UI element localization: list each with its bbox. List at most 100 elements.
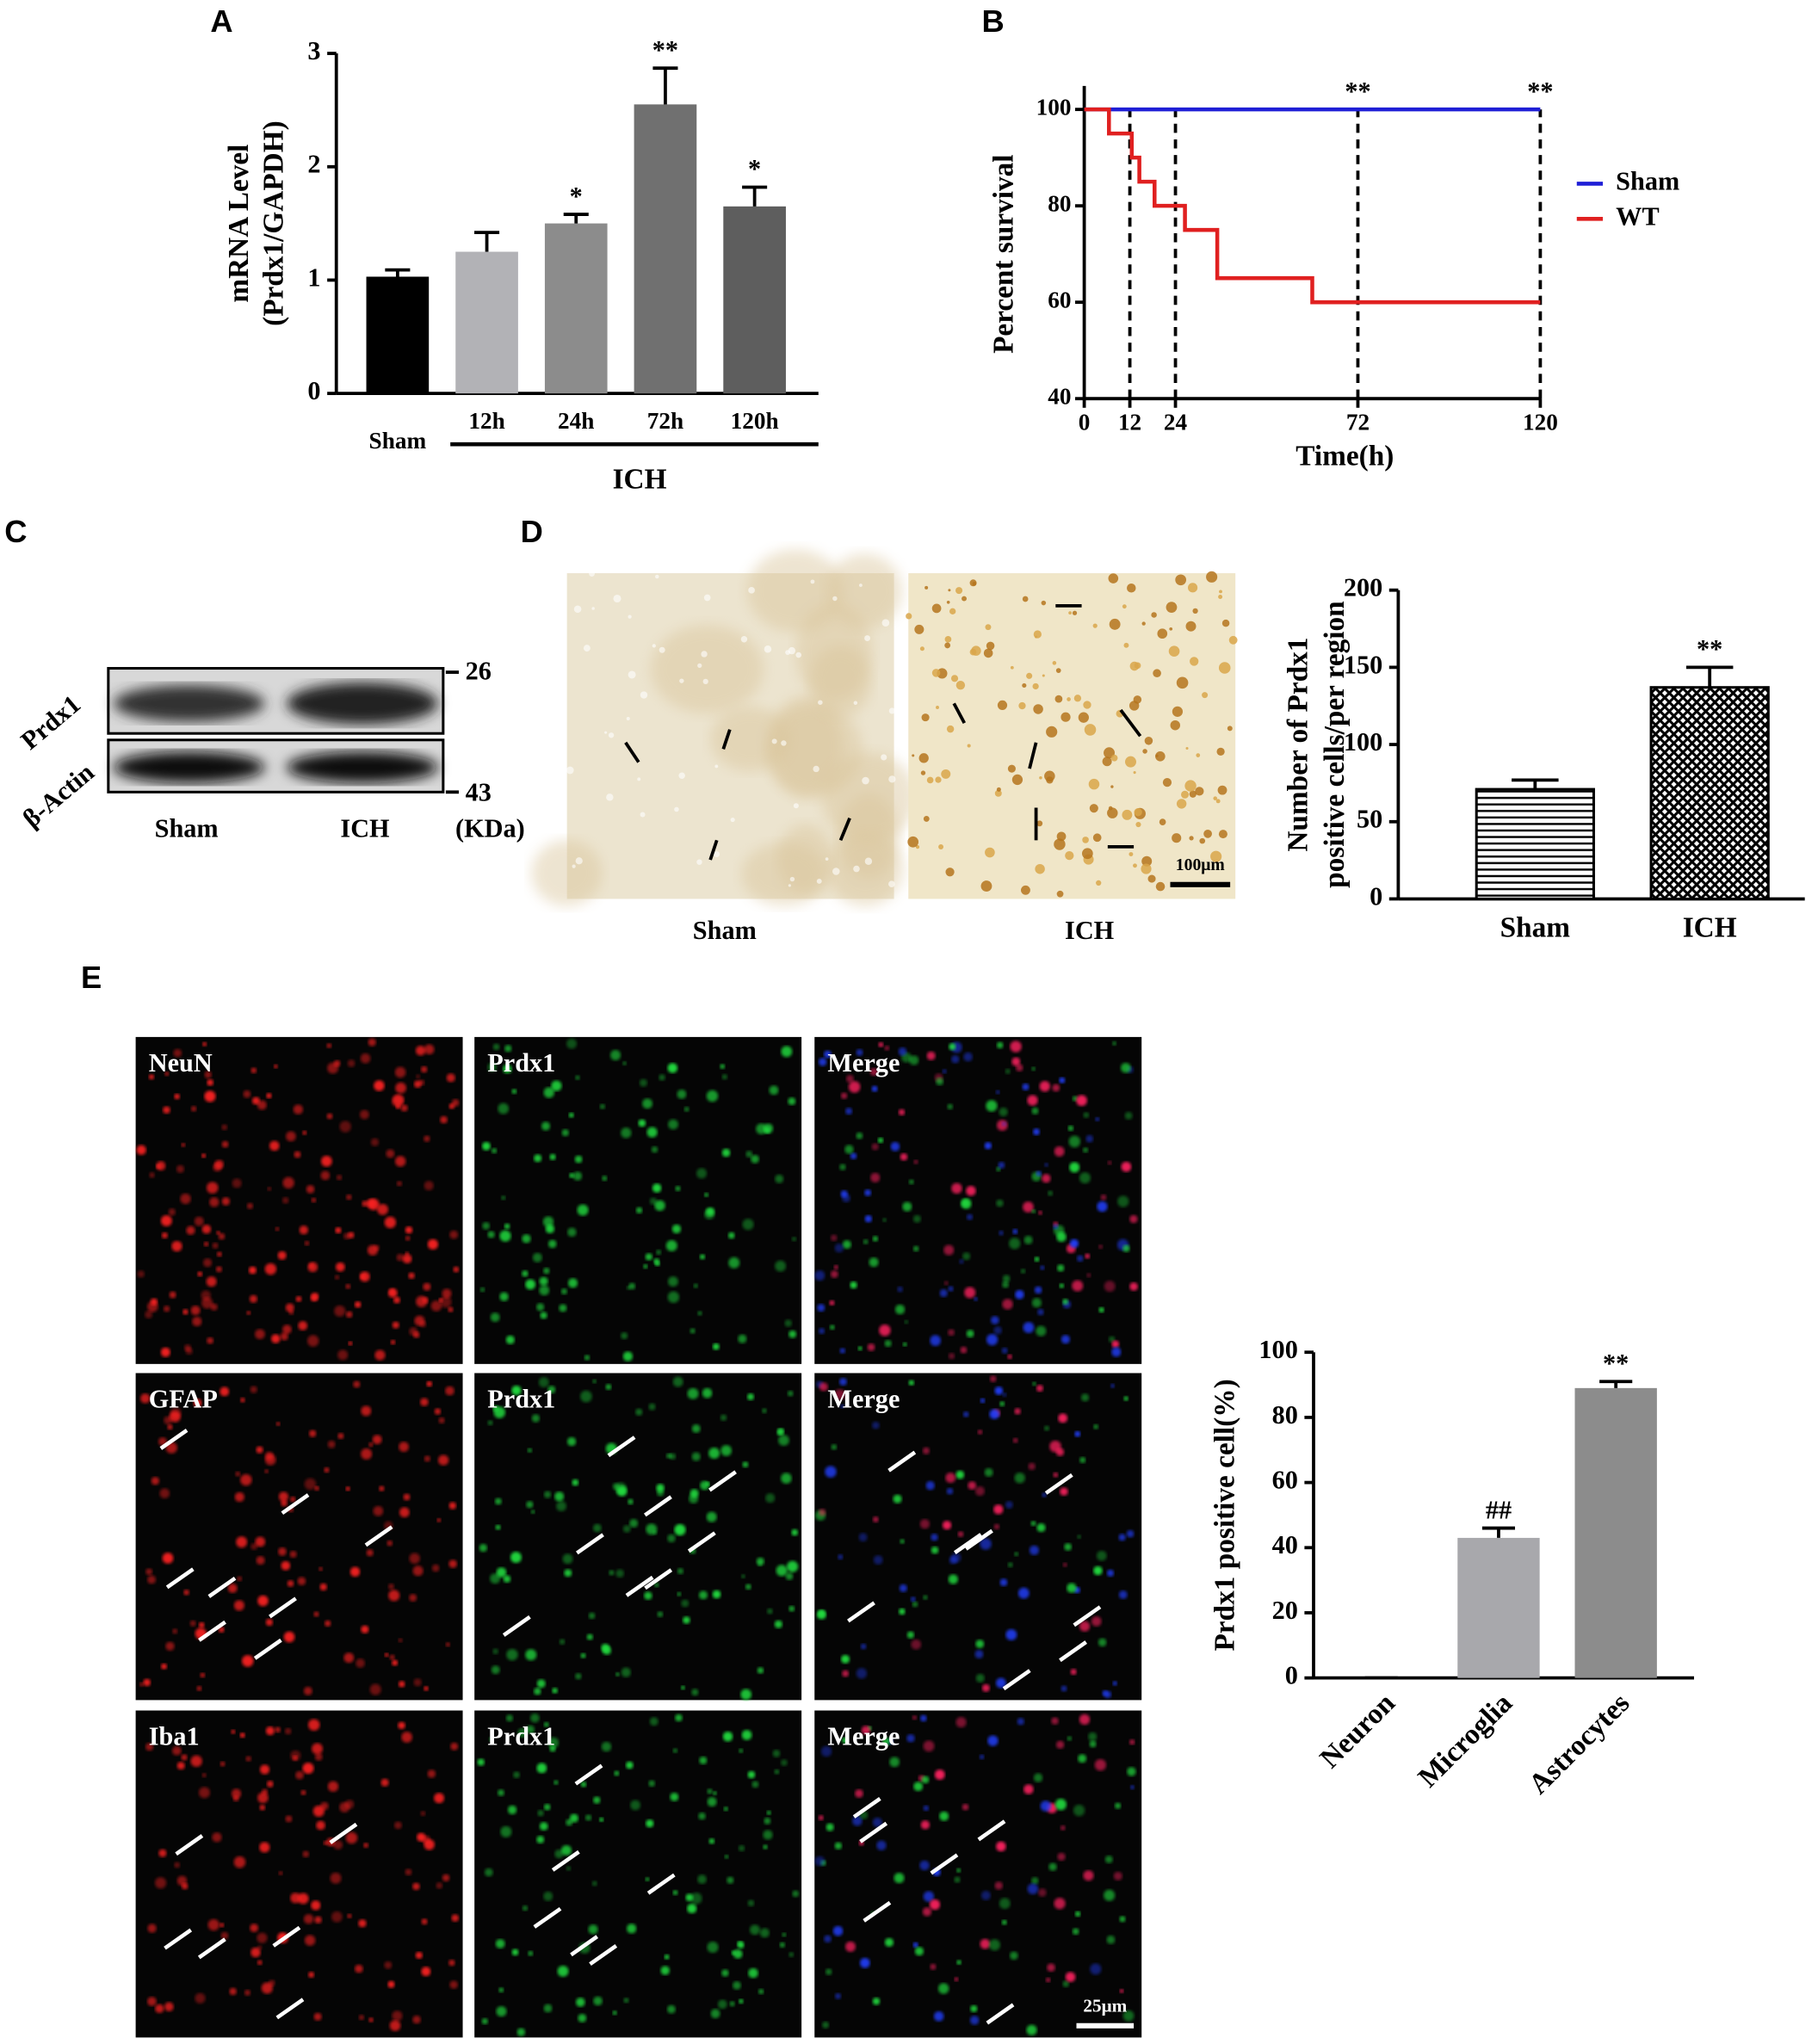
stained-cell	[1122, 604, 1127, 609]
tissue-speck	[613, 594, 621, 603]
cell	[1067, 1125, 1074, 1132]
stained-cell	[1039, 775, 1042, 780]
tissue-speck	[640, 812, 646, 818]
cell	[670, 1792, 679, 1801]
cell	[897, 1286, 903, 1293]
cell	[923, 1595, 928, 1600]
cell	[818, 1609, 826, 1618]
cell	[656, 1484, 665, 1492]
legend-label: Sham	[1616, 166, 1679, 195]
stained-cell	[1153, 669, 1161, 678]
tissue-speck	[832, 868, 840, 875]
cell	[320, 1170, 331, 1181]
cell	[345, 1283, 351, 1289]
cell	[906, 1631, 915, 1639]
cell	[1054, 1146, 1065, 1157]
cell	[830, 1234, 838, 1242]
cell	[536, 1763, 547, 1774]
cell	[307, 1335, 319, 1347]
cell	[312, 1743, 324, 1755]
cell	[201, 1290, 211, 1300]
cell	[741, 1730, 752, 1740]
cell	[664, 1954, 670, 1960]
cell	[389, 1654, 395, 1660]
cell	[1017, 1587, 1030, 1599]
cell	[1062, 1299, 1068, 1305]
cell	[899, 1584, 907, 1592]
cell	[554, 1491, 565, 1502]
cell	[720, 1445, 733, 1456]
tissue-blob	[826, 831, 904, 906]
cell	[702, 1387, 713, 1399]
cell	[492, 1405, 499, 1411]
x-tick-label: 120	[1523, 410, 1558, 435]
cell	[956, 1868, 962, 1873]
cell	[275, 1422, 281, 1426]
cell	[1056, 1264, 1065, 1272]
cell	[1036, 1170, 1042, 1176]
cell	[212, 1832, 222, 1843]
bar	[366, 276, 430, 394]
cell	[1129, 1282, 1138, 1291]
cell	[859, 1957, 870, 1968]
tissue-speck	[888, 775, 896, 783]
cell	[592, 1523, 602, 1533]
tissue-speck	[678, 772, 685, 779]
cell	[368, 2017, 374, 2022]
bar	[723, 206, 786, 394]
annotation: **	[1527, 77, 1553, 106]
stained-cell	[1102, 756, 1112, 767]
x-axis-label: Time(h)	[1295, 440, 1394, 472]
cell	[1033, 1773, 1043, 1782]
cell	[1048, 1862, 1057, 1871]
cell	[1055, 1740, 1065, 1750]
cell	[345, 1486, 350, 1491]
cell	[198, 1787, 210, 1799]
cell	[505, 1714, 514, 1722]
cell	[547, 1239, 557, 1249]
cell	[1126, 1529, 1135, 1538]
cell	[980, 1398, 986, 1404]
cell	[1020, 1269, 1026, 1274]
cell	[528, 1950, 534, 1956]
y-tick-label: 80	[1272, 1400, 1298, 1430]
cell	[539, 1276, 548, 1286]
arrow	[952, 702, 967, 724]
blot-band	[287, 751, 438, 783]
cell	[501, 1195, 506, 1201]
arrow	[1002, 1669, 1031, 1691]
cell	[622, 1524, 631, 1533]
y-tick-label: 40	[1272, 1530, 1298, 1559]
cell	[1112, 1041, 1116, 1046]
cell	[593, 1996, 603, 2006]
cell	[1083, 1870, 1094, 1881]
cell	[564, 1569, 572, 1578]
cell	[667, 2004, 676, 2014]
cell	[229, 1987, 237, 1996]
tissue-speck	[813, 765, 819, 773]
cell	[668, 1119, 678, 1130]
stained-cell	[1170, 720, 1181, 731]
cell	[491, 1665, 500, 1675]
stained-cell	[1159, 818, 1166, 825]
tissue-speck	[789, 876, 795, 882]
tissue-speck	[853, 865, 860, 873]
stained-cell	[931, 603, 942, 614]
cell	[644, 1591, 652, 1600]
cell	[757, 1667, 764, 1674]
cell	[156, 1161, 166, 1170]
cell	[384, 1961, 393, 1969]
cell	[845, 1108, 853, 1115]
cell	[145, 1743, 154, 1751]
stained-cell	[1133, 771, 1136, 775]
cell	[648, 1403, 656, 1411]
cell	[1069, 1238, 1079, 1249]
cell	[1053, 1472, 1059, 1478]
stained-cell	[919, 646, 924, 651]
cell	[787, 1560, 799, 1572]
tissue-speck	[764, 645, 772, 653]
cell	[412, 1882, 420, 1891]
cell	[681, 1685, 685, 1690]
cell	[200, 1672, 206, 1678]
cell	[1106, 1569, 1115, 1578]
